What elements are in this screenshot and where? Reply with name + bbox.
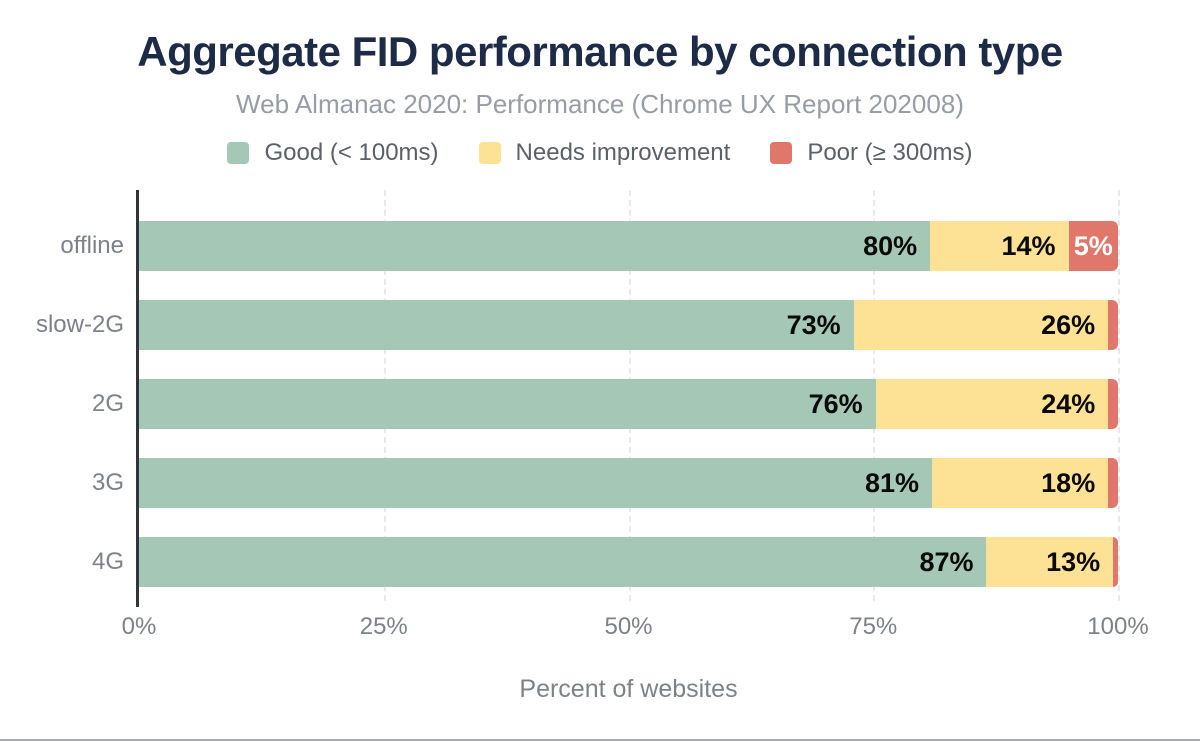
y-axis-category-label: 3G: [91, 469, 124, 496]
bar-row: 73% 26%: [139, 300, 1118, 350]
legend-label: Needs improvement: [515, 139, 731, 166]
legend-swatch-icon: [770, 142, 793, 164]
bar-segment: 24%: [875, 379, 1109, 429]
bar-segment: 18%: [931, 458, 1109, 508]
y-axis-category-label: 2G: [91, 390, 124, 417]
legend-item: Needs improvement: [478, 139, 731, 167]
bar-value-label: 87%: [919, 546, 974, 577]
gridline: [1118, 190, 1120, 601]
bar-value-label: 24%: [1041, 388, 1096, 419]
chart-subtitle: Web Almanac 2020: Performance (Chrome UX…: [236, 89, 964, 119]
y-axis-category-label: offline: [60, 232, 124, 259]
y-axis-category-label: slow-2G: [35, 311, 124, 338]
x-axis-tick-label: 0%: [121, 613, 157, 640]
y-axis-category-label: 4G: [91, 548, 124, 575]
bar-row: 87% 13%: [139, 537, 1118, 587]
legend-label: Good (< 100ms): [264, 139, 439, 166]
bar-segment: 76%: [139, 379, 876, 429]
bar-value-label: 73%: [786, 309, 841, 340]
bottom-edge-line: [0, 739, 1200, 741]
y-axis-line: [136, 190, 139, 607]
bar-segment: 73%: [139, 300, 854, 350]
bar-segment: 81%: [139, 458, 932, 508]
legend-item: Good (< 100ms): [227, 139, 439, 167]
legend-item: Poor (≥ 300ms): [770, 139, 973, 167]
bar-value-label: 18%: [1041, 467, 1096, 498]
bar-segment: [1108, 300, 1118, 350]
bar-value-label: 14%: [1001, 230, 1056, 261]
bar-row: 76% 24%: [139, 379, 1118, 429]
bar-segment: [1108, 379, 1118, 429]
bar-value-label: 76%: [808, 388, 863, 419]
legend: Good (< 100ms) Needs improvement Poor (≥ 3…: [0, 139, 1200, 167]
legend-swatch-icon: [227, 142, 250, 164]
legend-label: Poor (≥ 300ms): [807, 139, 973, 166]
x-axis-tick-label: 100%: [1087, 613, 1149, 640]
bar-segment: 80%: [139, 221, 931, 271]
bar-segment: 87%: [139, 537, 987, 587]
bar-segment: 26%: [853, 300, 1109, 350]
legend-swatch-icon: [478, 142, 501, 164]
bar-segment: [1108, 458, 1118, 508]
x-axis-tick-label: 50%: [604, 613, 653, 640]
chart-title: Aggregate FID performance by connection …: [137, 28, 1063, 75]
bar-value-label: 26%: [1041, 309, 1096, 340]
x-axis-title: Percent of websites: [519, 675, 738, 703]
bar-row: 81% 18%: [139, 458, 1118, 508]
bar-segment: [1113, 537, 1118, 587]
x-axis-tick-label: 25%: [359, 613, 408, 640]
bar-value-label: 5%: [1073, 230, 1113, 261]
plot-area: 80% 14% 5% 73% 26% 76% 24% 81% 18% 87% 13%: [139, 190, 1120, 607]
bar-segment: 13%: [986, 537, 1114, 587]
bar-row: 80% 14% 5%: [139, 221, 1118, 271]
bar-segment: 14%: [930, 221, 1069, 271]
x-axis-tick-label: 75%: [849, 613, 898, 640]
bar-segment: 5%: [1068, 221, 1118, 271]
bar-value-label: 81%: [864, 467, 919, 498]
bar-value-label: 80%: [863, 230, 918, 261]
bar-value-label: 13%: [1046, 546, 1101, 577]
